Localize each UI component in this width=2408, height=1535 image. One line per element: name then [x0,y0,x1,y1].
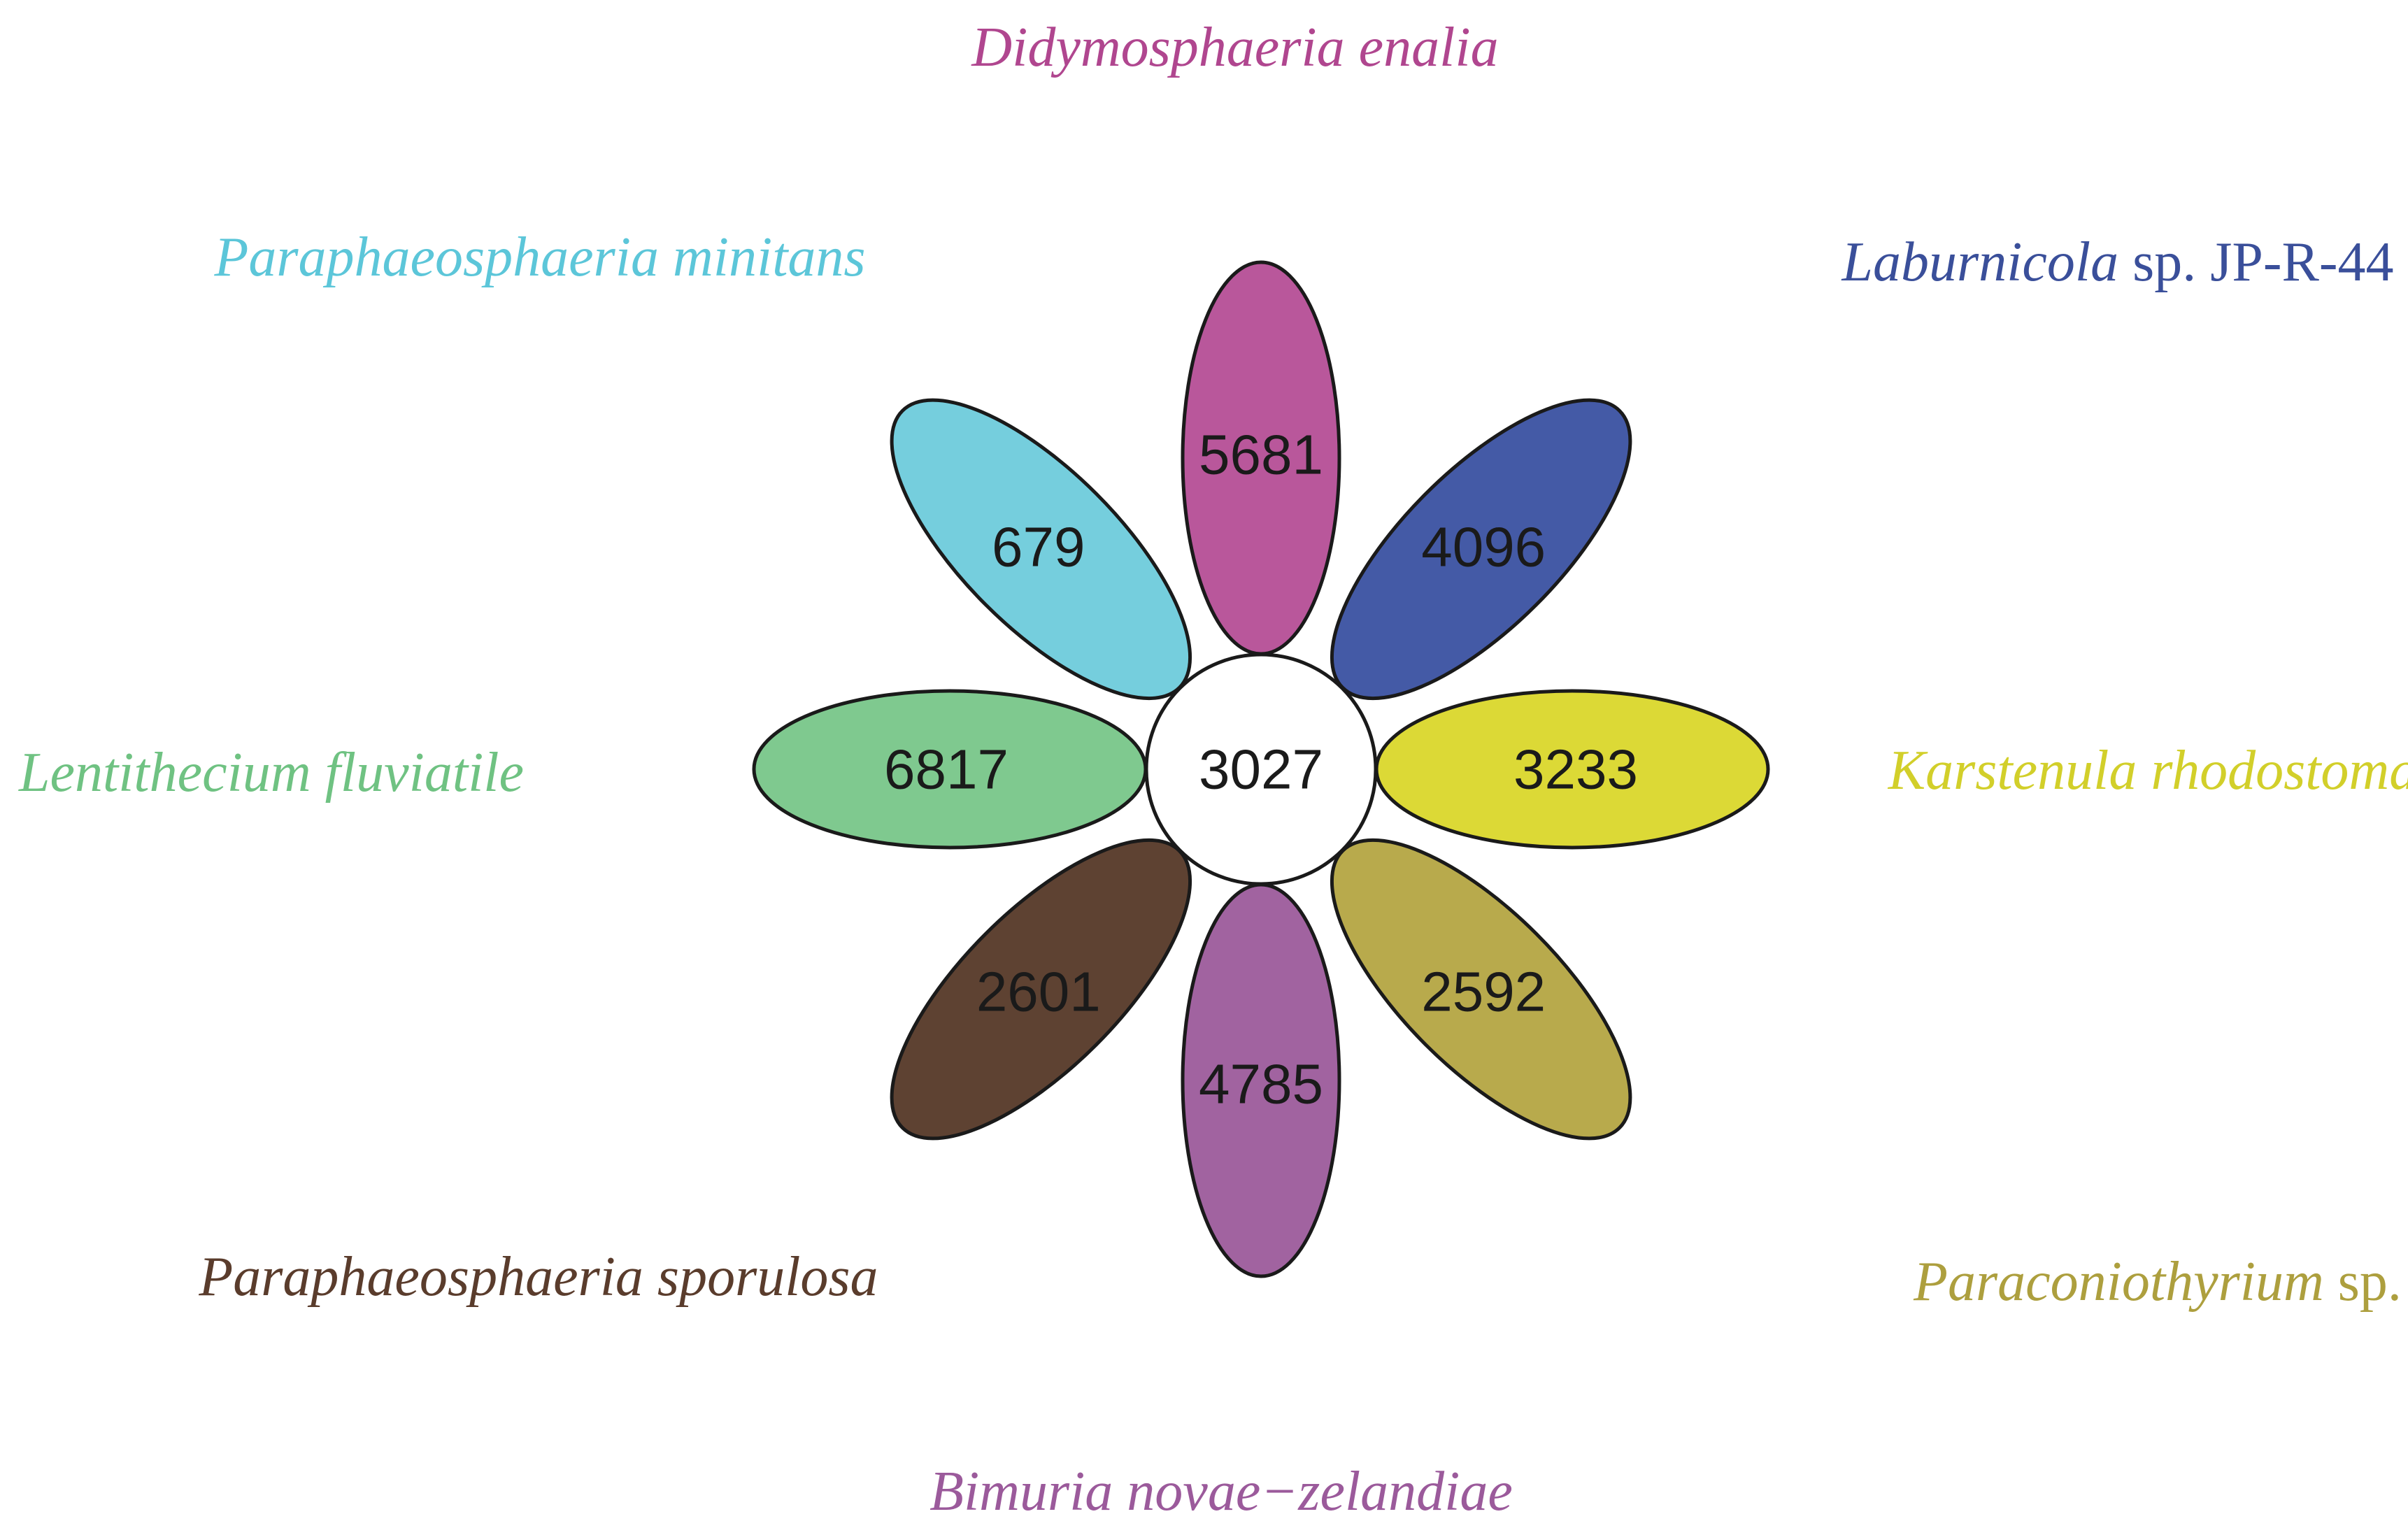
core-circle [1144,652,1378,886]
petal-karstenula: 3233 [1374,689,1770,850]
species-name-roman: sp. JP-R-44 [2118,231,2393,293]
petal-paraconiothyrium: 2592 [1330,838,1632,1141]
petal-lentithecium: 6817 [752,689,1148,850]
species-labels-layer: Didymosphaeria enalia Laburnicola sp. JP-… [18,17,2408,1522]
species-label-paraphaeosphaeria-sporulosa: Paraphaeosphaeria sporulosa [198,1246,878,1308]
species-name-italic: Paraconiothyrium [1913,1251,2324,1313]
species-label-didymosphaeria: Didymosphaeria enalia [971,17,1498,78]
species-label-paraconiothyrium: Paraconiothyrium sp. [1913,1251,2402,1313]
species-name-roman: sp. [2324,1251,2402,1313]
species-name-italic: Lentithecium fluviatile [18,742,524,804]
core-count: 3027 [1199,738,1323,801]
species-label-laburnicola: Laburnicola sp. JP-R-44 [1841,231,2394,293]
petal-paraphaeosphaeria-sporulosa: 2601 [890,838,1192,1141]
species-label-bimuria: Bimuria novae−zelandiae [929,1461,1513,1522]
species-label-karstenula: Karstenula rhodostoma [1888,740,2408,801]
species-label-paraphaeosphaeria-minitans: Paraphaeosphaeria minitans [213,227,865,288]
species-name-italic: Laburnicola [1841,231,2119,293]
petals-layer: 5681 4096 3233 2592 4785 2601 6817 679 [752,260,1770,1278]
petal-count-paraconiothyrium: 2592 [1421,961,1546,1023]
petal-count-bimuria: 4785 [1199,1053,1323,1115]
petal-count-lentithecium: 6817 [884,738,1009,801]
petal-count-paraphaeosphaeria-minitans: 679 [992,515,1085,578]
species-name-italic: Karstenula rhodostoma [1888,740,2408,801]
petal-didymosphaeria: 5681 [1181,260,1341,656]
petal-count-karstenula: 3233 [1513,738,1638,801]
core-layer: 3027 [1144,652,1378,886]
species-name-italic: Paraphaeosphaeria sporulosa [198,1246,878,1308]
species-name-italic: Paraphaeosphaeria minitans [213,227,865,288]
petal-count-laburnicola: 4096 [1421,515,1546,578]
petal-count-didymosphaeria: 5681 [1199,424,1323,486]
species-name-italic: Didymosphaeria enalia [971,17,1498,78]
petal-bimuria: 4785 [1181,883,1341,1278]
species-name-italic: Bimuria novae−zelandiae [929,1461,1513,1522]
petal-paraphaeosphaeria-minitans: 679 [890,398,1192,701]
petal-count-paraphaeosphaeria-sporulosa: 2601 [976,961,1101,1023]
petal-laburnicola: 4096 [1330,398,1632,701]
species-label-lentithecium: Lentithecium fluviatile [18,742,524,804]
